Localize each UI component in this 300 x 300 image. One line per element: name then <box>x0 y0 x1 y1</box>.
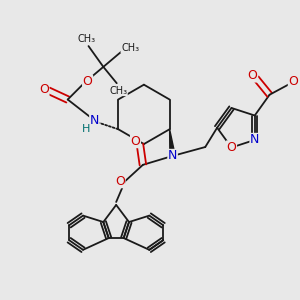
Text: N: N <box>250 134 260 146</box>
Text: N: N <box>90 114 99 127</box>
Text: O: O <box>39 82 49 96</box>
Text: H: H <box>82 124 90 134</box>
Text: CH₃: CH₃ <box>78 34 96 44</box>
Text: CH₃: CH₃ <box>121 43 139 52</box>
Text: N: N <box>168 149 177 162</box>
Text: O: O <box>130 135 140 148</box>
Text: CH₃: CH₃ <box>109 85 127 96</box>
Text: O: O <box>288 75 298 88</box>
Text: O: O <box>248 69 258 82</box>
Polygon shape <box>169 129 175 156</box>
Text: O: O <box>115 175 125 188</box>
Text: O: O <box>83 75 92 88</box>
Text: O: O <box>226 141 236 154</box>
